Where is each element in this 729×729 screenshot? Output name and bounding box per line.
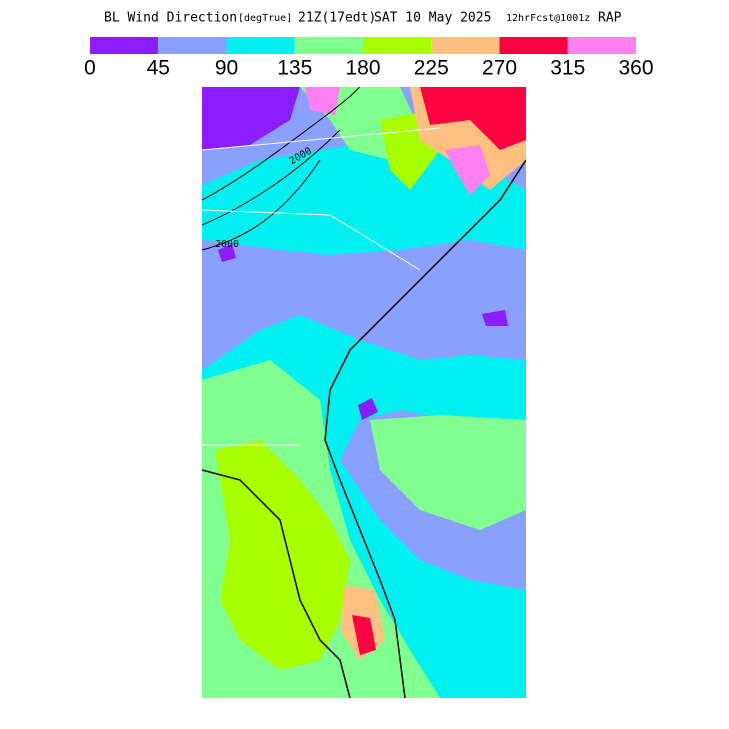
colorbar-tick-label: 135 [277, 57, 312, 80]
colorbar-tick-label: 45 [147, 57, 170, 80]
colorbar-bin [226, 37, 295, 54]
coastline [324, 159, 526, 698]
model: RAP [598, 11, 622, 26]
valid-time: 21Z(17edt) [298, 11, 376, 26]
colorbar-tick-label: 360 [618, 57, 653, 80]
map: 2000 2000 [202, 87, 526, 698]
region [445, 145, 490, 195]
colorbar-bin [158, 37, 227, 54]
region [305, 87, 340, 115]
colorbar-bin [431, 37, 500, 54]
region [352, 615, 376, 655]
colorbar-bin [499, 37, 568, 54]
valid-date: SAT 10 May 2025 [374, 11, 491, 26]
units: [degTrue] [238, 13, 292, 24]
colorbar-tick-label: 225 [414, 57, 449, 80]
colorbar-tick-label: 180 [345, 57, 380, 80]
region [202, 87, 300, 150]
contour-label: 2000 [215, 239, 239, 250]
state-border [202, 127, 441, 446]
region [215, 440, 350, 670]
colorbar-bin [294, 37, 363, 54]
colorbar-tick-label: 270 [482, 57, 517, 80]
region [370, 415, 526, 530]
region [482, 310, 508, 326]
coastline [202, 469, 351, 698]
region [202, 140, 526, 255]
region [218, 244, 236, 262]
contour [202, 159, 321, 251]
colorbar-tick-label: 315 [550, 57, 585, 80]
colorbar-bin [567, 37, 636, 54]
colorbar-bin [363, 37, 432, 54]
forecast: 12hrFcst@1001z [506, 13, 590, 24]
region [358, 398, 378, 420]
region [420, 87, 526, 150]
colorbar-tick-label: 90 [215, 57, 238, 80]
contour [202, 87, 361, 201]
title: BL Wind Direction [104, 11, 237, 26]
colorbar-tick-label: 0 [84, 57, 96, 80]
contour [202, 129, 341, 226]
colorbar: 0 45 90 135 180 225 270 315 360 [84, 37, 654, 80]
colorbar-bin [90, 37, 159, 54]
